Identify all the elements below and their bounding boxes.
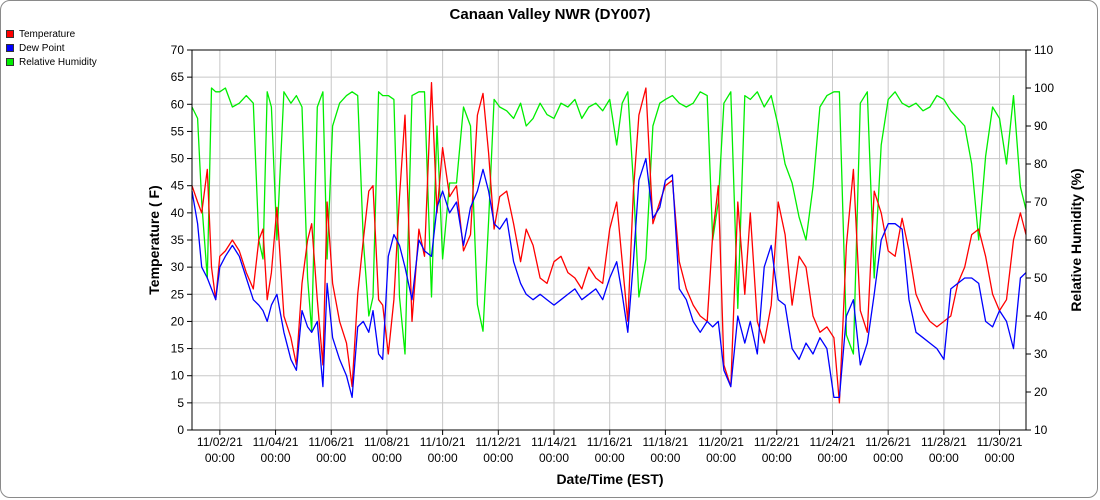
y-left-tick-label: 10: [171, 369, 185, 383]
x-tick-time: 00:00: [595, 451, 625, 465]
legend-item-dew-point: Dew Point: [6, 41, 97, 55]
x-tick-date: 11/30/21: [977, 435, 1023, 449]
series-layer: [191, 81, 1027, 404]
chart-title: Canaan Valley NWR (DY007): [450, 6, 651, 23]
y-right-tick-label: 50: [1034, 271, 1048, 285]
x-tick-date: 11/08/21: [364, 435, 410, 449]
x-tick-date: 11/16/21: [587, 435, 633, 449]
y-right-tick-label: 20: [1034, 385, 1048, 399]
y-left-tick-label: 45: [171, 179, 185, 193]
y-left-tick-label: 60: [171, 97, 185, 111]
legend-swatch-dew-point: [6, 44, 14, 52]
y-right-tick-label: 100: [1034, 81, 1054, 95]
series-line-dew-point: [191, 157, 1027, 399]
x-tick-time: 00:00: [205, 451, 235, 465]
x-tick-date: 11/28/21: [921, 435, 967, 449]
x-tick-time: 00:00: [706, 451, 736, 465]
x-tick-date: 11/18/21: [642, 435, 688, 449]
legend-label-temperature: Temperature: [19, 28, 76, 40]
x-tick-date: 11/04/21: [253, 435, 299, 449]
x-tick-date: 11/10/21: [420, 435, 466, 449]
legend: Temperature Dew Point Relative Humidity: [6, 27, 97, 69]
y-right-tick-label: 60: [1034, 233, 1048, 247]
y-left-tick-label: 35: [171, 233, 185, 247]
x-tick-time: 00:00: [873, 451, 903, 465]
legend-item-temperature: Temperature: [6, 27, 97, 41]
y-axis-left-label: Temperature ( F): [146, 185, 162, 294]
x-tick-time: 00:00: [539, 451, 569, 465]
x-tick-date: 11/14/21: [531, 435, 577, 449]
y-left-tick-label: 0: [177, 423, 184, 437]
y-left-tick-label: 25: [171, 287, 185, 301]
y-left-tick-label: 30: [171, 260, 185, 274]
y-axis-right-label: Relative Humidity (%): [1068, 168, 1084, 311]
y-left-tick-label: 40: [171, 206, 185, 220]
x-tick-time: 00:00: [650, 451, 680, 465]
x-tick-time: 00:00: [985, 451, 1015, 465]
legend-swatch-temperature: [6, 30, 14, 38]
series-line-temperature: [191, 81, 1027, 404]
y-left-tick-label: 70: [171, 43, 185, 57]
y-left-tick-label: 5: [177, 396, 184, 410]
y-right-tick-label: 30: [1034, 347, 1048, 361]
y-right-tick-label: 90: [1034, 119, 1048, 133]
y-right-tick-label: 10: [1034, 423, 1048, 437]
y-right-tick-label: 70: [1034, 195, 1048, 209]
legend-swatch-relative-humidity: [6, 58, 14, 66]
x-axis-label: Date/Time (EST): [556, 471, 663, 487]
axes: 0 5 10 15 20 25 30 35 40 45 50 55 60 65 70 10 20 30 40 50 60…: [171, 43, 1055, 465]
y-left-tick-label: 50: [171, 152, 185, 166]
legend-label-dew-point: Dew Point: [19, 42, 65, 54]
x-tick-time: 00:00: [428, 451, 458, 465]
y-right-tick-label: 110: [1034, 43, 1053, 57]
x-tick-time: 00:00: [261, 451, 291, 465]
x-tick-date: 11/20/21: [698, 435, 744, 449]
y-right-tick-label: 80: [1034, 157, 1048, 171]
x-tick-date: 11/26/21: [865, 435, 911, 449]
x-tick-date: 11/12/21: [475, 435, 521, 449]
y-left-tick-label: 15: [171, 342, 185, 356]
x-tick-time: 00:00: [817, 451, 847, 465]
x-tick-time: 00:00: [929, 451, 959, 465]
x-tick-date: 11/24/21: [810, 435, 856, 449]
x-tick-date: 11/22/21: [754, 435, 800, 449]
x-tick-time: 00:00: [762, 451, 792, 465]
x-tick-date: 11/06/21: [308, 435, 354, 449]
x-tick-time: 00:00: [372, 451, 402, 465]
legend-item-relative-humidity: Relative Humidity: [6, 55, 97, 69]
y-left-tick-label: 55: [171, 124, 185, 138]
x-tick-time: 00:00: [316, 451, 346, 465]
x-tick-date: 11/02/21: [197, 435, 243, 449]
legend-label-relative-humidity: Relative Humidity: [19, 56, 97, 68]
y-left-tick-label: 20: [171, 314, 185, 328]
y-left-tick-label: 65: [171, 70, 185, 84]
y-right-tick-label: 40: [1034, 309, 1048, 323]
x-tick-time: 00:00: [483, 451, 513, 465]
